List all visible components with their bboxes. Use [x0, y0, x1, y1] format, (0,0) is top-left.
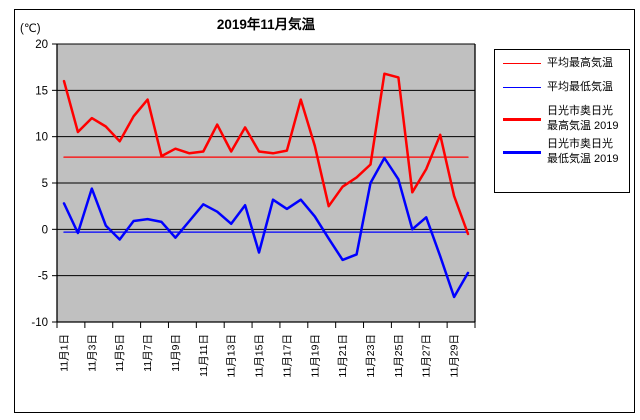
legend-line-swatch — [503, 62, 541, 65]
y-axis-tick-label: 0 — [42, 224, 48, 236]
legend-item: 平均最高気温 — [503, 56, 625, 71]
x-axis-tick-label: 11月9日 — [170, 334, 182, 372]
y-axis-unit-label: (℃) — [20, 23, 41, 35]
y-axis-tick-label: -10 — [31, 317, 48, 329]
legend-item: 日光市奥日光 最低気温 2019 — [503, 137, 625, 167]
series-line-thick-min — [62, 156, 470, 299]
legend-line-sample — [503, 86, 541, 89]
legend: 平均最高気温 平均最低気温日光市奥日光 最高気温 2019 日光市奥日光 最低気温 20… — [494, 49, 630, 193]
legend-item-label: 日光市奥日光 最低気温 2019 — [547, 138, 619, 165]
x-axis-tick-label: 11月25日 — [393, 334, 405, 378]
legend-line-sample — [503, 150, 541, 154]
y-axis-tick-label: 5 — [42, 178, 48, 190]
x-axis-tick-label: 11月11日 — [198, 334, 210, 377]
legend-item: 日光市奥日光 最高気温 2019 — [503, 104, 625, 134]
legend-line-swatch — [503, 117, 541, 121]
legend-item-label: 平均最高気温 — [547, 57, 613, 69]
x-axis-tick-label: 11月15日 — [254, 334, 266, 378]
plot-area-group: 20 15 10 5 0 -5 -10 11月1日 11月3日 11月5日 11月7日 11月9日 11… — [31, 39, 476, 378]
x-axis-tick-label: 11月17日 — [281, 334, 293, 378]
x-axis-tick-label: 11月5日 — [114, 334, 126, 372]
chart-outer-border — [14, 9, 635, 413]
x-axis-tick-label: 11月3日 — [86, 334, 98, 372]
x-axis-tick-label: 11月29日 — [449, 334, 461, 378]
x-axis-tick-label: 11月19日 — [309, 334, 321, 378]
legend-line-sample — [503, 117, 541, 121]
series-line-thick-max — [62, 72, 470, 236]
y-axis-tick-label: 15 — [35, 85, 48, 97]
x-axis-tick-label: 11月1日 — [58, 334, 70, 372]
x-axis-tick-label: 11月13日 — [226, 334, 238, 378]
y-axis-tick-label: 20 — [35, 39, 48, 51]
x-axis-tick-label: 11月23日 — [365, 334, 377, 378]
x-axis-tick-label: 11月7日 — [142, 334, 154, 372]
legend-line-swatch — [503, 150, 541, 154]
legend-item-label: 平均最低気温 — [547, 81, 613, 93]
chart-title: 2019年11月気温 — [217, 16, 316, 32]
y-axis-tick-label: -5 — [38, 271, 48, 283]
legend-item: 平均最低気温 — [503, 80, 625, 95]
x-axis-tick-label: 11月21日 — [337, 334, 349, 378]
y-axis-tick-label: 10 — [35, 132, 48, 144]
legend-line-sample — [503, 62, 541, 65]
x-axis-tick-label: 11月27日 — [421, 334, 433, 378]
legend-item-label: 日光市奥日光 最高気温 2019 — [547, 105, 619, 132]
legend-line-swatch — [503, 86, 541, 89]
